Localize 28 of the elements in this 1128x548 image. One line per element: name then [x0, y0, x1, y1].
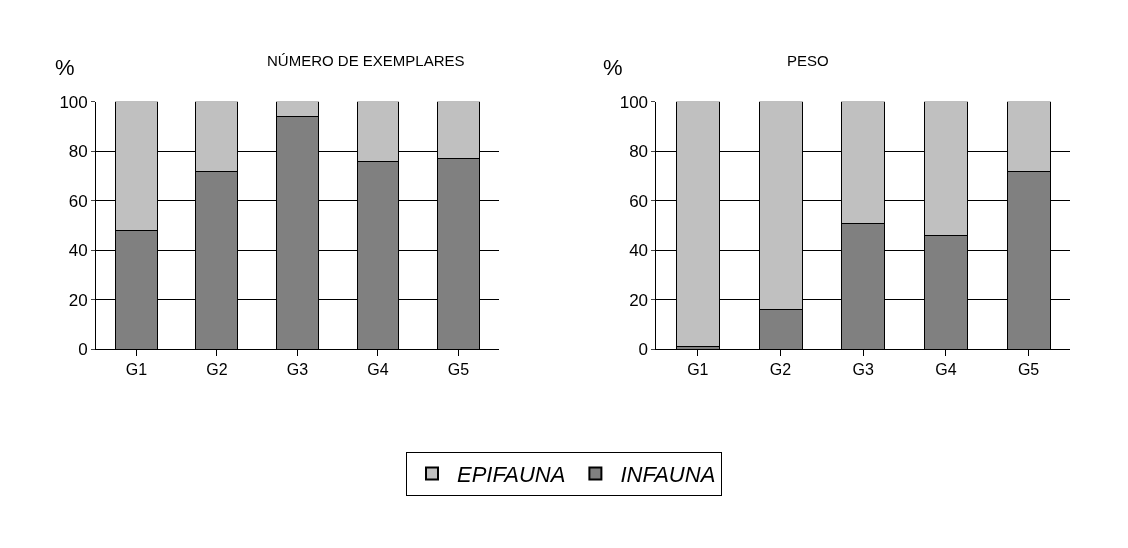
y-tick-label: 60	[68, 191, 88, 211]
chart-title: NÚMERO DE EXEMPLARES	[267, 52, 465, 69]
chart-title: PESO	[787, 52, 829, 69]
x-tick-label: G2	[206, 361, 228, 379]
x-tick-label: G3	[852, 361, 874, 379]
x-tick-label: G4	[367, 361, 389, 379]
y-tick-label: 20	[629, 290, 649, 310]
y-tick-label: 80	[629, 142, 649, 162]
x-tick-label: G5	[1017, 361, 1040, 379]
y-axis-title: %	[55, 55, 75, 80]
x-tick-label: G2	[769, 361, 792, 379]
y-tick-label: 100	[59, 92, 88, 112]
x-tick-label: G5	[447, 361, 470, 379]
y-axis-title: %	[603, 55, 623, 80]
y-tick-label: 80	[68, 142, 88, 162]
y-tick-label: 40	[629, 241, 649, 261]
x-tick-label: G4	[935, 361, 957, 379]
x-tick-label: G1	[125, 361, 148, 379]
y-tick-label: 0	[78, 340, 88, 360]
y-tick-label: 100	[619, 92, 649, 112]
legend-label: EPIFAUNA	[457, 462, 566, 488]
y-tick-label: 60	[629, 191, 649, 211]
y-tick-label: 40	[68, 241, 88, 261]
y-tick-label: 20	[68, 290, 88, 310]
y-tick-label: 0	[638, 340, 649, 360]
x-tick-label: G3	[286, 361, 309, 379]
legend-label: INFAUNA	[620, 462, 716, 488]
x-tick-label: G1	[687, 361, 709, 379]
